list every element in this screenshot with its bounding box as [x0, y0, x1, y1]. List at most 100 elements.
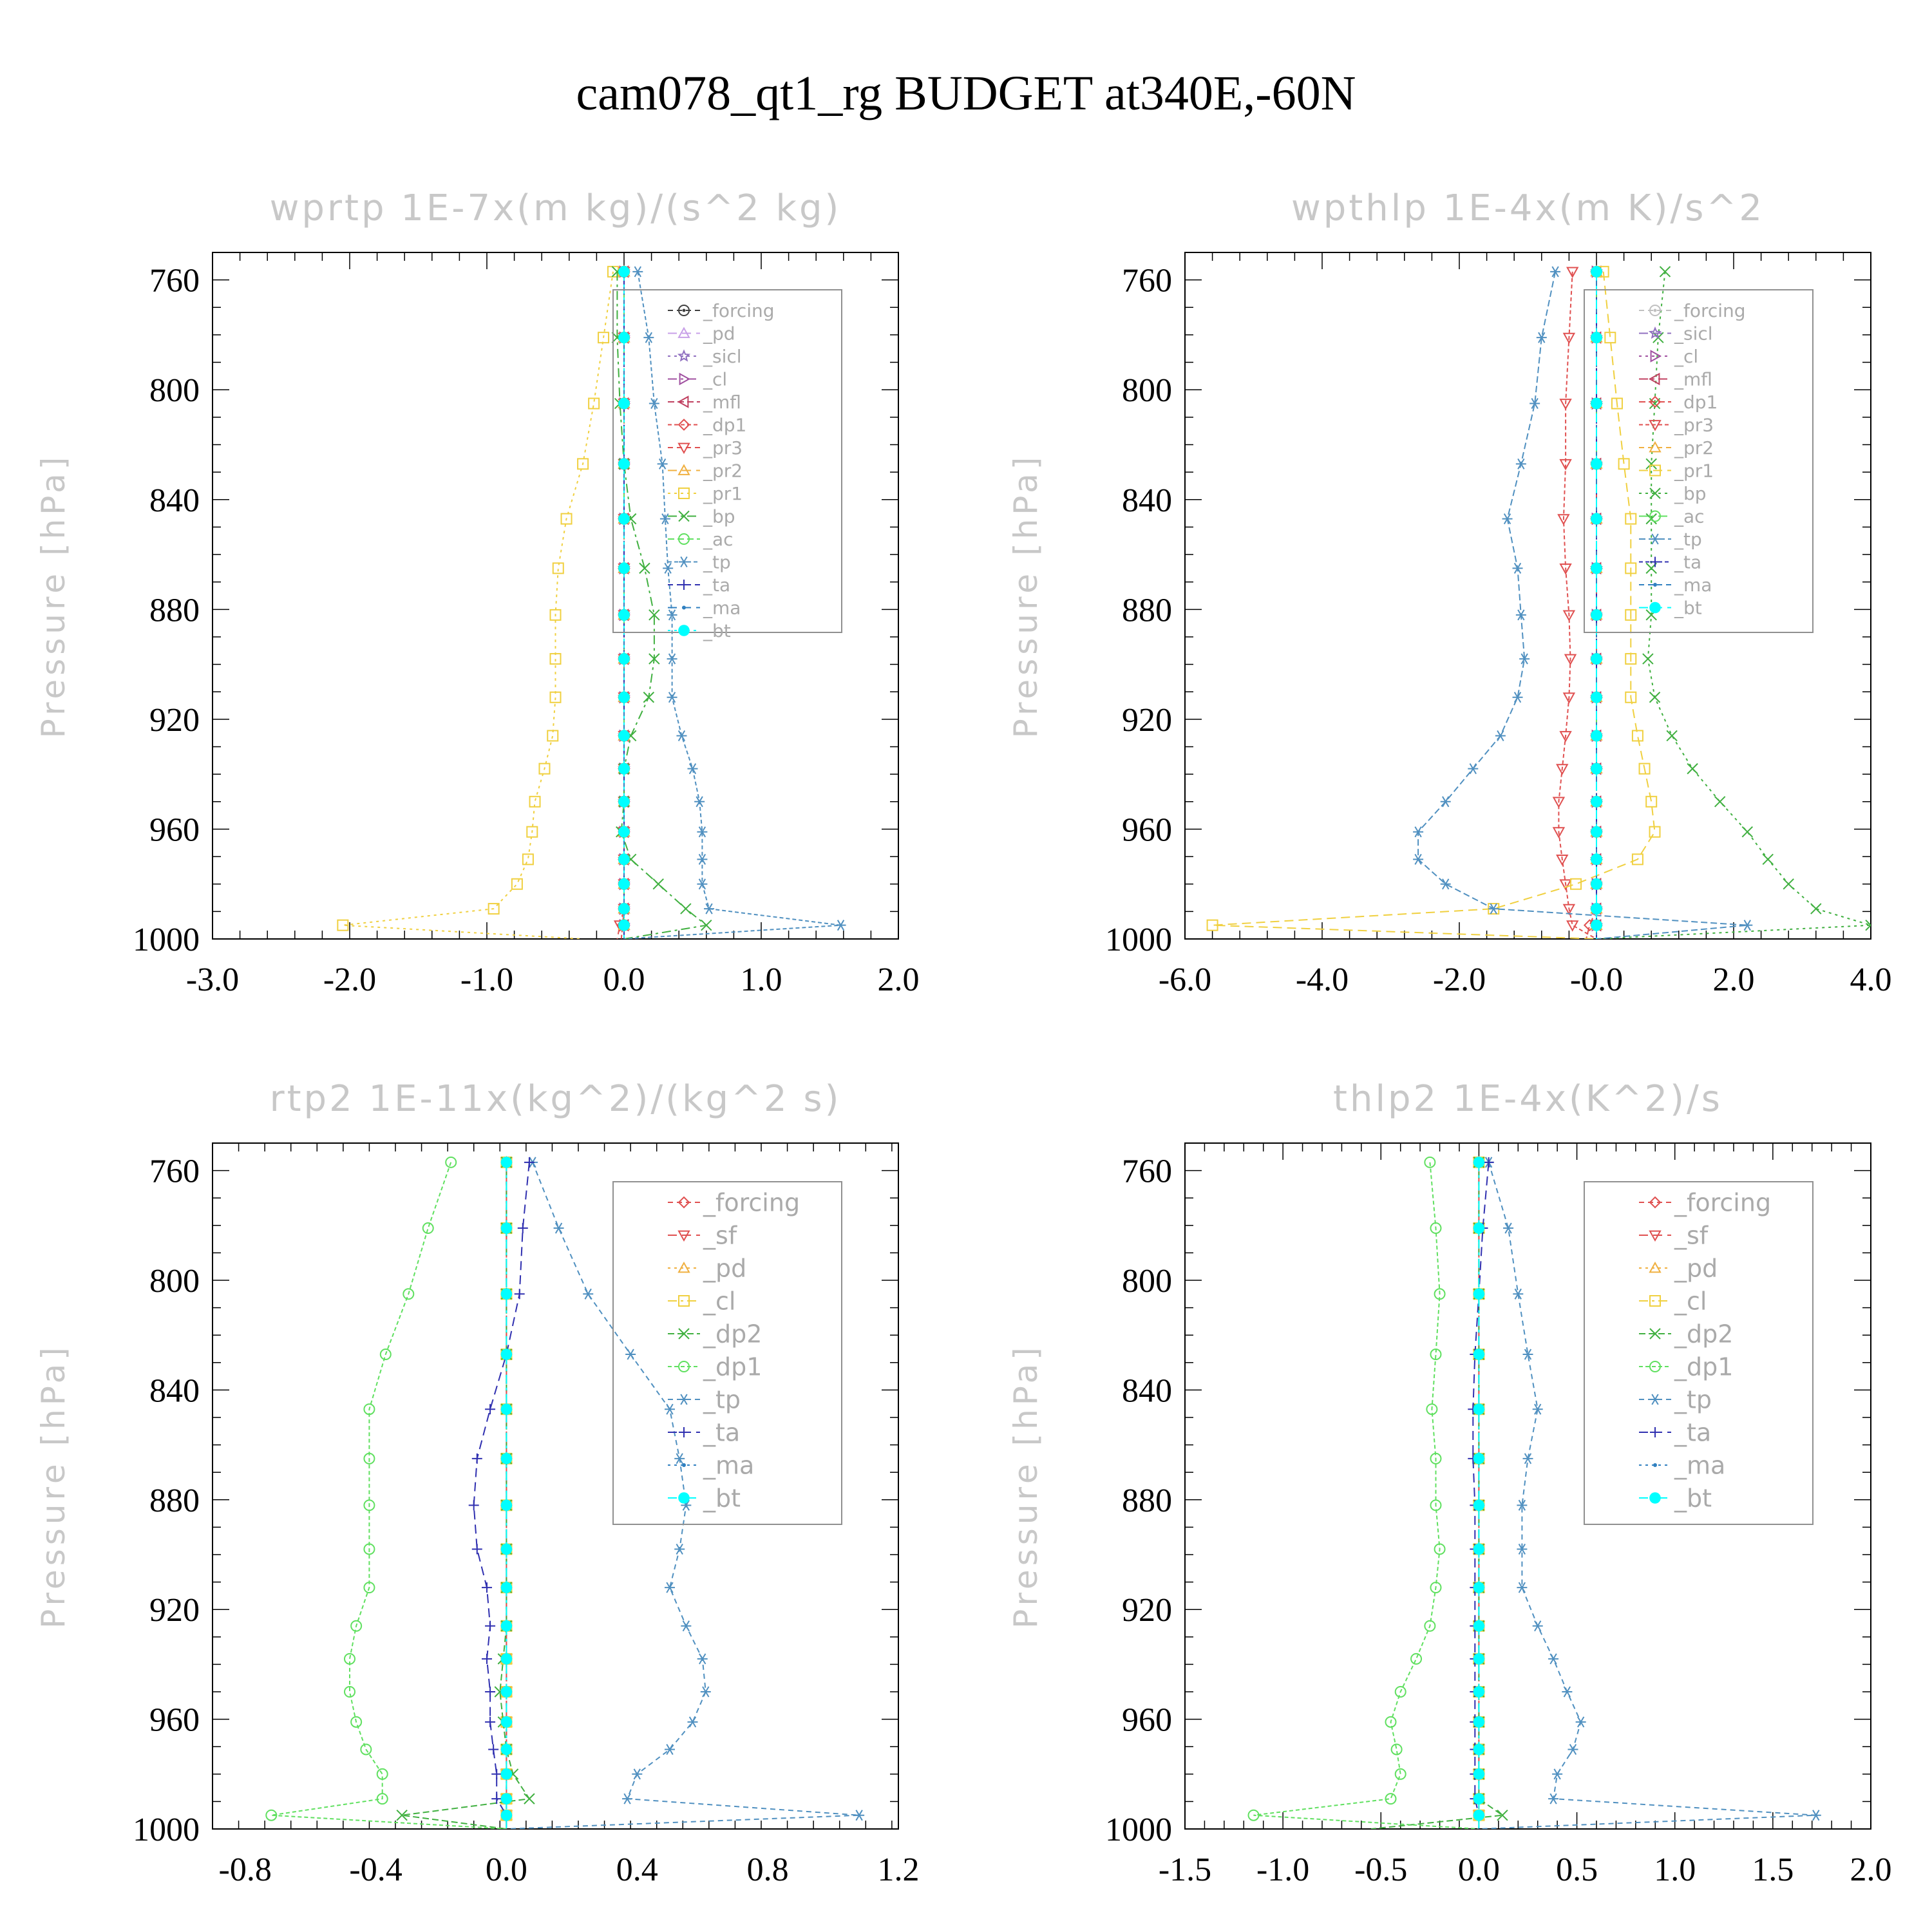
- data-point: [1430, 1452, 1442, 1464]
- legend-label: _tp: [703, 551, 731, 573]
- y-axis-label: Pressure [hPa]: [1007, 1343, 1045, 1629]
- legend-marker: [1650, 350, 1662, 363]
- series-pr3: [1552, 267, 1597, 939]
- legend-marker: [677, 442, 690, 455]
- legend-item: _ta: [668, 574, 730, 596]
- data-point: [1430, 1499, 1442, 1511]
- legend-marker: [678, 1361, 690, 1372]
- data-point: [1473, 1793, 1485, 1804]
- legend-item: _cl: [668, 1287, 735, 1315]
- data-point: [500, 1453, 513, 1464]
- y-tick-label: 1000: [1105, 922, 1172, 958]
- legend-label: _ta: [1674, 551, 1701, 573]
- legend-label: _bt: [1674, 597, 1702, 618]
- data-point: [363, 1543, 375, 1555]
- data-point: [1625, 653, 1637, 665]
- data-point: [500, 1288, 513, 1300]
- data-point: [618, 919, 630, 931]
- data-point: [482, 1582, 492, 1593]
- y-axis-label: Pressure [hPa]: [1007, 453, 1045, 739]
- data-point: [1548, 1653, 1559, 1665]
- data-point: [1591, 609, 1602, 621]
- data-point: [1567, 1743, 1578, 1755]
- data-point: [491, 1768, 502, 1779]
- legend-marker: [682, 1463, 686, 1467]
- legend-marker: [678, 1328, 690, 1340]
- legend-label: _ac: [703, 529, 734, 550]
- panel-3: rtp2 1E-11x(kg^2)/(kg^2 s) Pressure [hPa]…: [35, 1078, 920, 1888]
- legend-marker: [1649, 1230, 1662, 1242]
- legend-item: _forcing: [1639, 300, 1746, 321]
- legend-item: _ac: [1639, 506, 1705, 527]
- legend-marker: [677, 395, 689, 408]
- x-tick-label: 4.0: [1850, 961, 1892, 998]
- legend-item: _pr2: [1639, 437, 1714, 459]
- data-point: [488, 1744, 499, 1755]
- y-tick-label: 960: [1122, 811, 1172, 848]
- x-tick-label: -3.0: [186, 961, 239, 998]
- x-tick-label: 0.8: [747, 1852, 789, 1888]
- data-point: [485, 1687, 496, 1697]
- plot-area: [1206, 265, 1871, 939]
- data-point: [1741, 826, 1754, 838]
- data-point: [618, 826, 630, 838]
- data-point: [500, 1653, 513, 1665]
- legend-label: _sicl: [1674, 323, 1713, 344]
- legend-item: _dp1: [1639, 392, 1718, 413]
- data-point: [1522, 1453, 1533, 1464]
- data-point: [337, 919, 349, 931]
- data-point: [1559, 879, 1572, 891]
- series-dp1: [1583, 265, 1603, 939]
- data-point: [1642, 653, 1654, 665]
- data-point: [1591, 878, 1602, 890]
- series-bt: [618, 266, 630, 939]
- data-point: [694, 796, 705, 808]
- legend-item: _bt: [1639, 1484, 1712, 1512]
- legend-marker: [678, 1295, 690, 1307]
- legend-marker: [1649, 1328, 1661, 1340]
- data-point: [1426, 1403, 1438, 1416]
- plot-frame: [212, 252, 899, 940]
- data-point: [649, 609, 660, 621]
- data-point: [1591, 919, 1602, 931]
- legend-item: _bp: [1639, 483, 1707, 504]
- data-point: [1591, 691, 1602, 703]
- series-ta: [1468, 1157, 1494, 1829]
- legend-label: _tp: [1674, 1385, 1712, 1414]
- series-pr3: [613, 267, 630, 939]
- legend-label: _ma: [703, 597, 741, 618]
- legend-label: _pr1: [1674, 460, 1714, 481]
- legend: _forcing _sf _pd _cl _dp2 _dp1 _tp _ta _ma _bt: [612, 1181, 842, 1525]
- series-line: [1417, 271, 1748, 939]
- x-tick-label: 0.0: [603, 961, 645, 998]
- legend-label: _cl: [703, 368, 727, 390]
- data-point: [538, 762, 551, 775]
- legend-marker: [677, 1261, 690, 1273]
- legend-marker: [1650, 1394, 1660, 1405]
- legend-label: _dp1: [1674, 392, 1718, 413]
- data-point: [639, 562, 650, 574]
- legend-item: _cl: [1639, 346, 1698, 367]
- legend-label: _ma: [1674, 1451, 1725, 1479]
- data-point: [676, 730, 687, 741]
- legend-marker: [678, 488, 690, 499]
- data-point: [1532, 1620, 1543, 1632]
- legend-marker: [1650, 556, 1660, 567]
- legend-item: _mfl: [668, 392, 741, 413]
- data-point: [1434, 1543, 1446, 1555]
- data-point: [1473, 1582, 1485, 1593]
- data-point: [1385, 1793, 1397, 1805]
- data-point: [625, 1349, 636, 1360]
- legend: _forcing _sf _pd _cl _dp2 _dp1 _tp _ta _ma _bt: [1584, 1181, 1814, 1525]
- data-point: [1522, 1349, 1533, 1360]
- data-point: [1424, 1156, 1436, 1168]
- legend-marker: [1649, 440, 1662, 453]
- data-point: [618, 458, 630, 470]
- data-point: [445, 1156, 457, 1168]
- data-point: [1591, 762, 1602, 775]
- legend-marker: [1649, 1196, 1662, 1209]
- data-point: [607, 265, 619, 278]
- series-line: [473, 1162, 530, 1829]
- legend-label: _ta: [1674, 1418, 1711, 1446]
- data-point: [500, 1716, 513, 1728]
